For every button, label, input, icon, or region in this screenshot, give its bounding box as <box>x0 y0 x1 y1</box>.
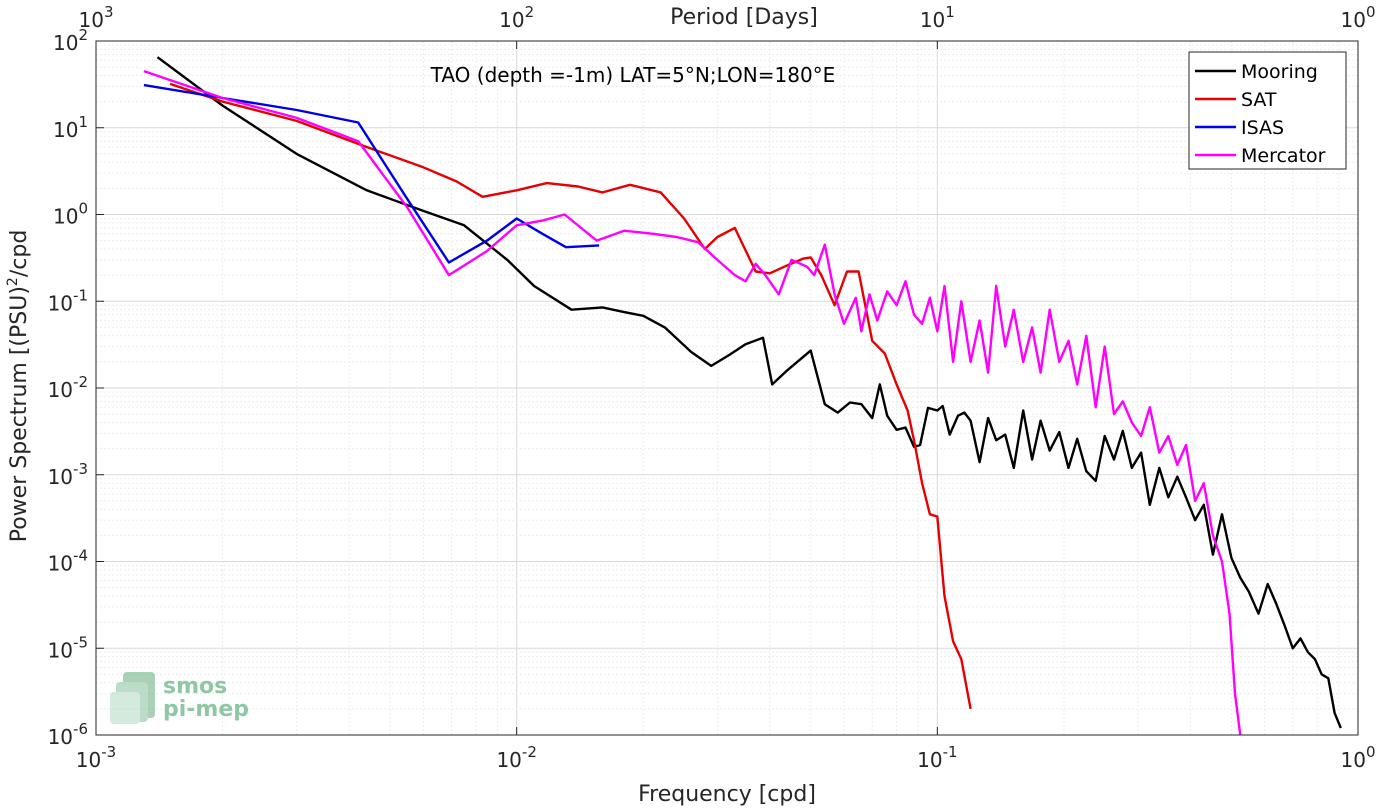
x-tick-label: 10-2 <box>496 743 536 772</box>
y-tick-label: 10-2 <box>48 373 88 402</box>
y-tick-label: 10-3 <box>48 460 88 489</box>
y-tick-label: 10-1 <box>48 286 88 315</box>
x-tick-label-base: 10 <box>496 748 521 772</box>
x-tick-label: 100 <box>1341 743 1376 772</box>
smos-pimep-logo: smos pi-mep <box>110 672 249 724</box>
series-line-mooring <box>156 56 1342 729</box>
y-tick-label-base: 10 <box>48 291 73 315</box>
y-tick-label-exp: -2 <box>73 373 88 391</box>
top-x-tick-label-exp: 0 <box>1366 3 1376 21</box>
axis-ticks <box>95 40 1359 736</box>
top-x-tick-label-exp: 3 <box>104 3 114 21</box>
y-tick-label-exp: -5 <box>73 633 88 651</box>
y-tick-label-exp: -3 <box>73 460 88 478</box>
x-tick-label: 10-1 <box>917 743 957 772</box>
series-line-sat <box>169 82 972 710</box>
y-axis-label-sup: 2 <box>5 277 21 286</box>
top-x-tick-label-exp: 1 <box>945 3 955 21</box>
chart-title: TAO (depth =-1m) LAT=5°N;LON=180°E <box>430 63 836 87</box>
y-tick-label: 102 <box>53 26 88 55</box>
x-tick-label-base: 10 <box>917 748 942 772</box>
series-lines <box>143 56 1342 736</box>
x-tick-label-exp: 0 <box>1366 743 1376 761</box>
y-tick-label-exp: -1 <box>73 286 88 304</box>
y-tick-label: 100 <box>53 200 88 229</box>
y-tick-label: 10-4 <box>48 547 88 576</box>
y-tick-label: 10-6 <box>48 720 88 749</box>
x-tick-label-exp: -3 <box>101 743 116 761</box>
y-tick-label-exp: -6 <box>73 720 88 738</box>
logo-text-smos: smos <box>163 674 227 699</box>
top-x-tick-label-base: 10 <box>499 8 524 32</box>
y-tick-label-base: 10 <box>53 31 78 55</box>
legend-label-sat: SAT <box>1241 89 1277 111</box>
top-x-axis-label: Period [Days] <box>670 5 818 30</box>
top-x-tick-label: 100 <box>1341 3 1376 32</box>
top-x-tick-label: 102 <box>499 3 534 32</box>
y-axis-label-main: Power Spectrum [(PSU) <box>7 286 32 542</box>
top-x-tick-label-base: 10 <box>79 8 104 32</box>
series-line-isas <box>143 83 600 264</box>
legend-label-mooring: Mooring <box>1241 61 1318 83</box>
x-tick-label-exp: -2 <box>522 743 537 761</box>
legend-label-mercator: Mercator <box>1241 145 1326 167</box>
top-x-tick-label-base: 10 <box>920 8 945 32</box>
x-tick-label: 10-3 <box>76 743 116 772</box>
x-tick-label-base: 10 <box>1341 748 1366 772</box>
x-tick-label-base: 10 <box>76 748 101 772</box>
top-x-tick-label-exp: 2 <box>525 3 535 21</box>
y-axis-label: Power Spectrum [(PSU)2/cpd <box>5 230 32 543</box>
top-x-tick-label: 101 <box>920 3 955 32</box>
y-tick-label-base: 10 <box>53 205 78 229</box>
top-x-tick-label-base: 10 <box>1341 8 1366 32</box>
y-tick-label: 101 <box>53 113 88 142</box>
legend-label-isas: ISAS <box>1241 117 1284 139</box>
y-tick-label-exp: 1 <box>78 113 88 131</box>
y-tick-label: 10-5 <box>48 633 88 662</box>
y-tick-label-base: 10 <box>53 118 78 142</box>
y-tick-label-base: 10 <box>48 552 73 576</box>
y-tick-label-exp: -4 <box>73 547 88 565</box>
y-tick-label-base: 10 <box>48 725 73 749</box>
top-x-tick-label: 103 <box>79 3 114 32</box>
y-tick-label-exp: 0 <box>78 200 88 218</box>
legend: Mooring SAT ISAS Mercator <box>1188 51 1347 170</box>
series-line-mercator <box>143 69 1242 736</box>
logo-text-pimep: pi-mep <box>163 697 249 722</box>
y-axis-label-suffix: /cpd <box>7 230 32 277</box>
y-tick-label-base: 10 <box>48 465 73 489</box>
y-tick-label-base: 10 <box>48 638 73 662</box>
x-axis-label: Frequency [cpd] <box>638 782 816 807</box>
y-tick-label-exp: 2 <box>78 26 88 44</box>
x-tick-label-exp: -1 <box>943 743 958 761</box>
y-tick-label-base: 10 <box>48 378 73 402</box>
